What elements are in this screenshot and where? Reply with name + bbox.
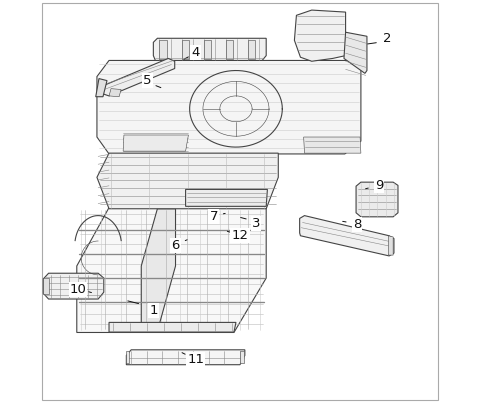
Polygon shape	[300, 216, 394, 256]
Polygon shape	[126, 350, 245, 365]
Text: 12: 12	[231, 229, 249, 242]
Polygon shape	[181, 40, 189, 59]
Polygon shape	[43, 278, 48, 294]
Polygon shape	[344, 32, 367, 73]
Text: 1: 1	[149, 304, 157, 317]
Text: 3: 3	[252, 217, 260, 230]
Polygon shape	[388, 236, 393, 255]
Polygon shape	[186, 189, 267, 206]
Text: 9: 9	[375, 179, 383, 192]
Polygon shape	[356, 182, 398, 217]
Polygon shape	[109, 89, 121, 97]
Polygon shape	[240, 351, 244, 363]
Text: 8: 8	[353, 218, 361, 231]
Text: 6: 6	[171, 239, 180, 252]
Polygon shape	[304, 137, 361, 153]
Text: 5: 5	[143, 74, 152, 87]
Polygon shape	[97, 58, 175, 96]
Polygon shape	[294, 10, 346, 61]
Polygon shape	[97, 60, 361, 154]
Text: 10: 10	[70, 283, 86, 296]
Polygon shape	[97, 153, 278, 209]
Polygon shape	[141, 209, 176, 331]
Polygon shape	[159, 40, 167, 59]
Polygon shape	[248, 40, 255, 59]
Polygon shape	[96, 79, 107, 97]
Polygon shape	[109, 322, 236, 332]
Polygon shape	[126, 351, 129, 363]
Polygon shape	[43, 273, 104, 299]
Polygon shape	[123, 135, 189, 151]
Text: 7: 7	[210, 210, 218, 223]
Text: 4: 4	[192, 46, 200, 59]
Polygon shape	[77, 208, 266, 332]
Polygon shape	[226, 40, 233, 59]
Text: 2: 2	[383, 32, 391, 45]
Polygon shape	[204, 40, 211, 59]
Text: 11: 11	[187, 353, 204, 366]
Polygon shape	[153, 38, 266, 60]
